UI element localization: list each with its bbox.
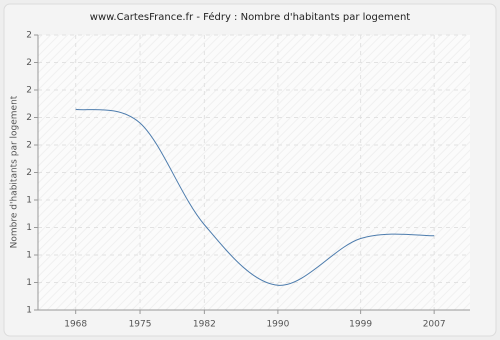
y-axis-label: Nombre d'habitants par logement [10,95,20,248]
y-tick-label: 1 [26,278,32,288]
x-tick-label: 2007 [423,320,446,330]
y-tick-label: 2 [26,141,32,151]
y-tick-label: 2 [26,58,32,68]
x-tick-label: 1999 [349,320,372,330]
x-tick-label: 1968 [64,320,87,330]
x-tick-label: 1990 [266,320,289,330]
x-tick-label: 1982 [193,320,216,330]
y-tick-label: 1 [26,196,32,206]
x-tick-label: 1975 [129,320,152,330]
chart-title: www.CartesFrance.fr - Fédry : Nombre d'h… [90,11,410,23]
y-tick-label: 1 [26,251,32,261]
y-tick-label: 2 [26,113,32,123]
y-tick-label: 1 [26,306,32,316]
series-line [75,108,435,286]
y-tick-label: 1 [26,223,32,233]
y-tick-label: 2 [26,86,32,96]
y-tick-label: 2 [26,168,32,178]
y-tick-label: 2 [26,31,32,41]
